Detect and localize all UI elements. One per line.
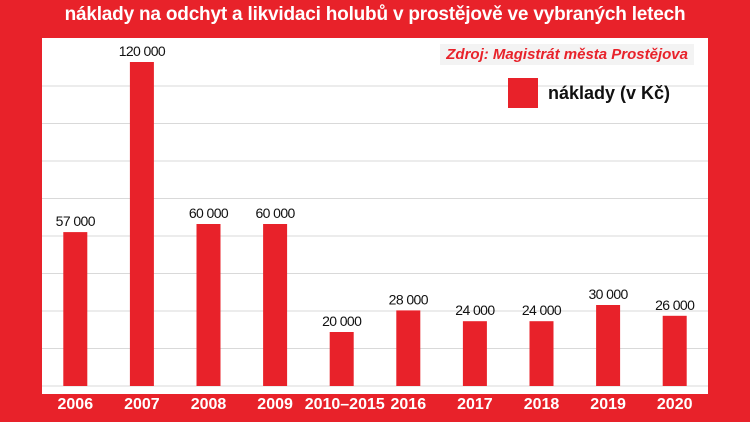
- data-label: 24 000: [455, 302, 495, 318]
- x-tick-label: 2006: [57, 396, 94, 413]
- bar-2006: [63, 232, 88, 386]
- bar-2019: [596, 305, 621, 386]
- bar-2007: [129, 62, 154, 386]
- data-label: 57 000: [56, 213, 96, 229]
- legend-swatch: [508, 78, 538, 108]
- legend-label: náklady (v Kč): [548, 82, 671, 103]
- data-label: 28 000: [389, 291, 429, 307]
- bar-2017: [462, 321, 487, 386]
- bar-2020: [662, 315, 687, 386]
- x-tick-label: 2019: [590, 396, 626, 413]
- data-label: 20 000: [322, 313, 362, 329]
- x-tick-label: 2016: [390, 396, 427, 413]
- x-tick-label: 2018: [523, 396, 560, 413]
- bar-2016: [396, 310, 421, 386]
- x-tick-label: 2020: [656, 396, 693, 413]
- x-tick-label: 2007: [124, 396, 160, 413]
- x-tick-label: 2010–2015: [304, 396, 385, 413]
- data-label: 30 000: [588, 286, 628, 302]
- bar-2009: [263, 224, 288, 386]
- data-label: 60 000: [255, 205, 295, 221]
- x-tick-label: 2008: [190, 396, 227, 413]
- legend: náklady (v Kč): [508, 78, 670, 108]
- chart-title: náklady na odchyt a likvidaci holubů v p…: [64, 4, 686, 25]
- x-tick-label: 2009: [257, 396, 293, 413]
- data-label: 60 000: [189, 205, 229, 221]
- bar-2008: [196, 224, 221, 386]
- data-label: 24 000: [522, 302, 562, 318]
- x-tick-label: 2017: [457, 396, 493, 413]
- bar-2018: [529, 321, 554, 386]
- bar-2010–2015: [329, 332, 354, 386]
- data-label: 26 000: [655, 297, 695, 313]
- data-label: 120 000: [119, 43, 166, 59]
- source-note: Zdroj: Magistrát města Prostějova: [440, 44, 694, 65]
